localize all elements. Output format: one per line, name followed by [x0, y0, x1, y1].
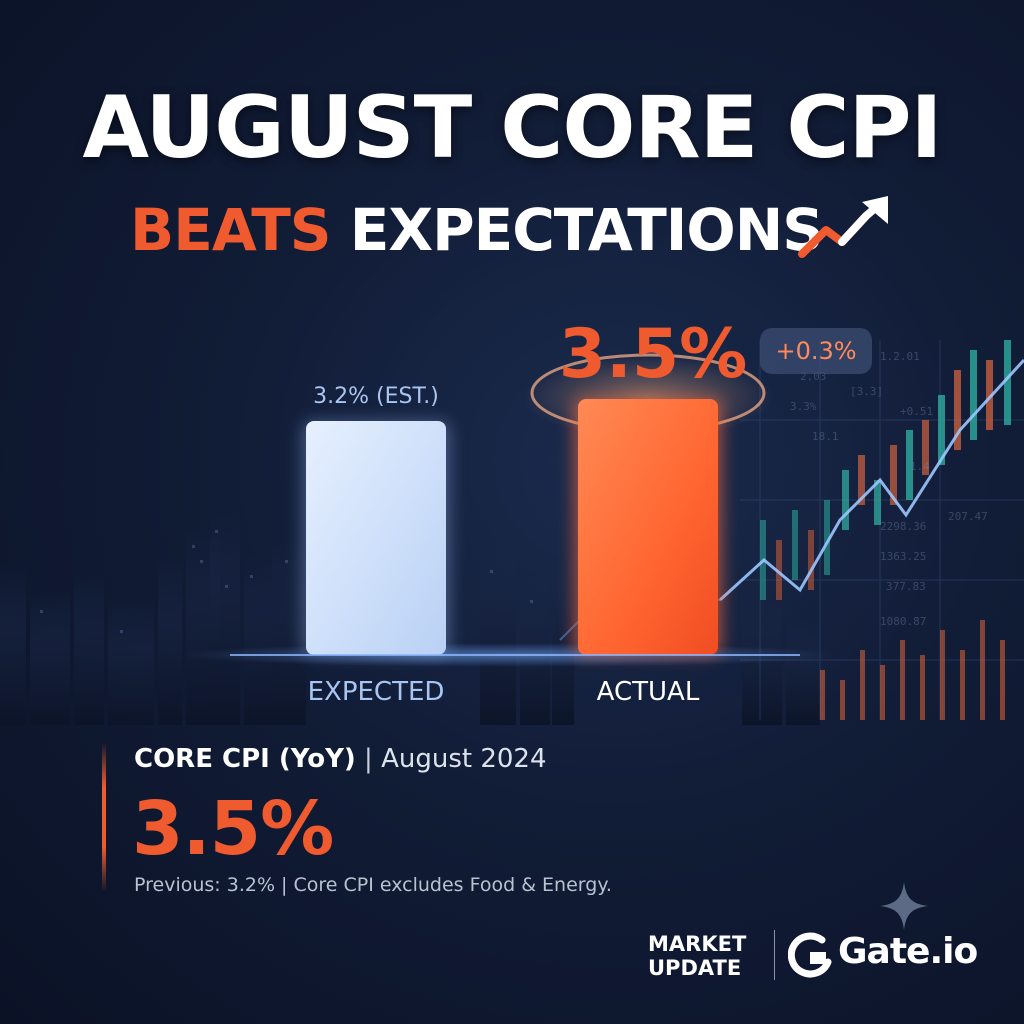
gate-logo-icon	[788, 932, 832, 978]
svg-text:3.3%: 3.3%	[790, 400, 817, 413]
data-label-expected: 3.2% (EST.)	[313, 384, 439, 409]
subtitle-accent-word: BEATS	[130, 196, 332, 264]
svg-text:+0.51: +0.51	[900, 405, 933, 418]
svg-text:18.1: 18.1	[812, 430, 839, 443]
info-heading-separator: |	[364, 744, 373, 774]
svg-text:1080.87: 1080.87	[880, 615, 926, 628]
brand-name: Gate.io	[838, 931, 978, 972]
svg-text:[3.3]: [3.3]	[850, 385, 883, 398]
bar-actual	[578, 399, 718, 655]
market-update-label: MARKET UPDATE	[648, 932, 746, 980]
info-heading: CORE CPI (YoY) | August 2024	[134, 744, 547, 774]
info-value: 3.5%	[132, 786, 334, 872]
info-note: Previous: 3.2% | Core CPI excludes Food …	[134, 874, 612, 896]
subtitle-rest: EXPECTATIONS	[349, 196, 824, 264]
page-subtitle: BEATS EXPECTATIONS	[130, 196, 830, 264]
trend-up-arrow-icon	[798, 196, 888, 258]
svg-text:1363.25: 1363.25	[880, 550, 926, 563]
bar-expected	[306, 420, 446, 655]
market-label-line1: MARKET	[648, 932, 747, 956]
page-title: AUGUST CORE CPI	[82, 78, 943, 178]
info-accent-bar	[102, 742, 106, 892]
sparkle-icon	[880, 882, 928, 930]
data-label-actual: 3.5%	[559, 315, 748, 394]
cpi-bar-chart: 3.2% (EST.) EXPECTED 3.5% ACTUAL	[230, 315, 800, 707]
brand-divider	[774, 930, 775, 980]
market-label-line2: UPDATE	[648, 956, 742, 980]
svg-text:207.47: 207.47	[948, 510, 988, 523]
info-heading-metric: CORE CPI (YoY)	[134, 744, 356, 774]
svg-text:377.83: 377.83	[886, 580, 926, 593]
svg-text:2298.36: 2298.36	[880, 520, 926, 533]
difference-badge: +0.3%	[760, 328, 872, 374]
category-label-expected: EXPECTED	[308, 677, 445, 707]
category-label-actual: ACTUAL	[597, 677, 700, 707]
svg-text:1.4: 1.4	[910, 460, 930, 473]
info-heading-period: August 2024	[381, 744, 547, 774]
svg-text:1.2.01: 1.2.01	[880, 350, 920, 363]
